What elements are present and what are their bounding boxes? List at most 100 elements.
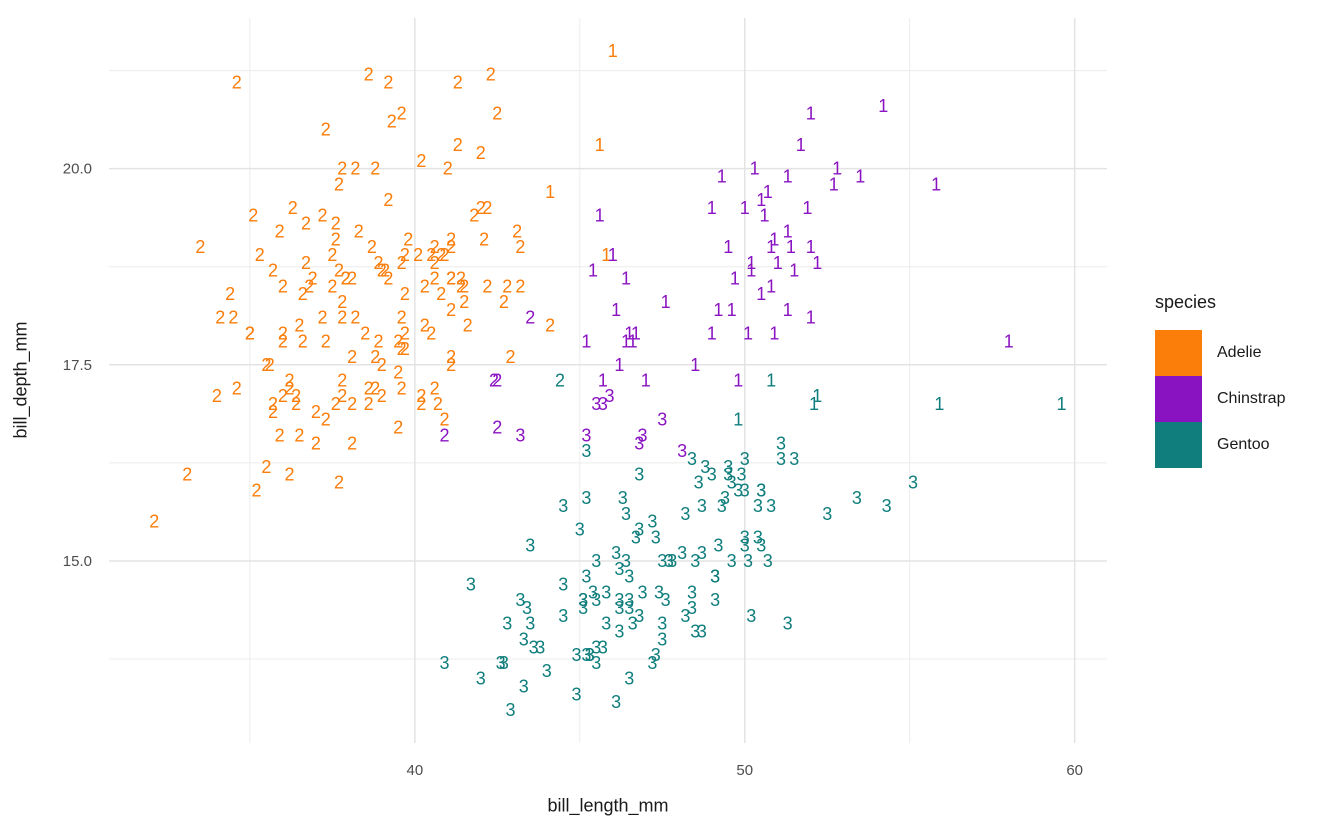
data-point: 1 (624, 323, 634, 343)
legend: species Adelie Chinstrap Gentoo (1155, 292, 1285, 468)
data-point: 2 (400, 339, 410, 359)
data-point: 2 (499, 292, 509, 312)
data-point: 2 (327, 276, 337, 296)
data-point: 2 (288, 198, 298, 218)
data-point: 3 (723, 457, 733, 477)
data-point: 3 (710, 590, 720, 610)
data-point: 3 (515, 425, 525, 445)
data-point: 2 (334, 261, 344, 281)
data-point: 1 (766, 371, 776, 391)
data-point: 2 (265, 355, 275, 375)
data-point: 2 (228, 308, 238, 328)
data-point: 3 (822, 504, 832, 524)
data-point: 2 (373, 253, 383, 273)
data-point: 3 (733, 480, 743, 500)
data-point: 2 (482, 198, 492, 218)
legend-items: Adelie Chinstrap Gentoo (1155, 330, 1285, 468)
data-point: 3 (651, 645, 661, 665)
data-point: 3 (535, 637, 545, 657)
data-point: 2 (515, 237, 525, 257)
data-point: 2 (284, 371, 294, 391)
data-point: 3 (743, 551, 753, 571)
data-point: 2 (278, 331, 288, 351)
data-point: 3 (697, 496, 707, 516)
data-point: 3 (618, 488, 628, 508)
data-point: 2 (433, 394, 443, 414)
data-point: 1 (641, 371, 651, 391)
data-point: 2 (383, 269, 393, 289)
data-point: 1 (740, 198, 750, 218)
data-point: 2 (446, 269, 456, 289)
data-point: 2 (347, 269, 357, 289)
data-point: 2 (436, 245, 446, 265)
data-point: 3 (558, 575, 568, 595)
data-point: 2 (337, 292, 347, 312)
data-point: 2 (275, 425, 285, 445)
data-point: 3 (591, 590, 601, 610)
data-point: 1 (806, 308, 816, 328)
data-point: 2 (311, 433, 321, 453)
data-point: 2 (278, 276, 288, 296)
data-point: 1 (545, 182, 555, 202)
data-point: 1 (786, 237, 796, 257)
data-point: 3 (439, 653, 449, 673)
data-point: 1 (595, 206, 605, 226)
data-point: 2 (393, 418, 403, 438)
data-point: 1 (608, 245, 618, 265)
data-point: 2 (416, 386, 426, 406)
data-point: 3 (591, 653, 601, 673)
data-point: 3 (664, 551, 674, 571)
data-point: 3 (585, 645, 595, 665)
data-point: 2 (383, 72, 393, 92)
data-point: 2 (439, 410, 449, 430)
data-point: 3 (466, 575, 476, 595)
data-point: 3 (637, 582, 647, 602)
data-point: 2 (377, 355, 387, 375)
data-point: 3 (581, 645, 591, 665)
data-point: 3 (713, 535, 723, 555)
data-point: 3 (776, 449, 786, 469)
data-point: 3 (581, 567, 591, 587)
data-point: 2 (284, 465, 294, 485)
data-point: 1 (766, 276, 776, 296)
data-point: 2 (284, 378, 294, 398)
data-point: 2 (502, 276, 512, 296)
data-point: 3 (598, 637, 608, 657)
data-point: 3 (631, 527, 641, 547)
data-point: 2 (255, 245, 265, 265)
data-point: 3 (634, 606, 644, 626)
data-point: 3 (687, 598, 697, 618)
data-point: 2 (370, 159, 380, 179)
data-point: 2 (350, 308, 360, 328)
data-point: 2 (476, 143, 486, 163)
data-point: 3 (624, 567, 634, 587)
data-point: 3 (611, 543, 621, 563)
data-point: 2 (420, 316, 430, 336)
data-point: 2 (453, 72, 463, 92)
data-point: 3 (707, 465, 717, 485)
data-point: 3 (740, 480, 750, 500)
data-point: 3 (763, 551, 773, 571)
data-point: 3 (499, 653, 509, 673)
data-point: 2 (294, 316, 304, 336)
data-point: 1 (769, 229, 779, 249)
data-point: 2 (350, 159, 360, 179)
data-point: 3 (519, 677, 529, 697)
data-point: 2 (248, 206, 258, 226)
data-point: 1 (707, 198, 717, 218)
data-point: 2 (456, 276, 466, 296)
data-point: 1 (1004, 331, 1014, 351)
data-point: 1 (759, 206, 769, 226)
data-point: 3 (776, 433, 786, 453)
data-point: 2 (370, 347, 380, 367)
data-point: 1 (713, 300, 723, 320)
data-point: 3 (694, 473, 704, 493)
data-point: 1 (773, 253, 783, 273)
data-point: 3 (677, 543, 687, 563)
data-point: 3 (756, 480, 766, 500)
data-point: 3 (628, 614, 638, 634)
data-point: 2 (347, 394, 357, 414)
data-point: 1 (1056, 394, 1066, 414)
data-point: 3 (571, 684, 581, 704)
